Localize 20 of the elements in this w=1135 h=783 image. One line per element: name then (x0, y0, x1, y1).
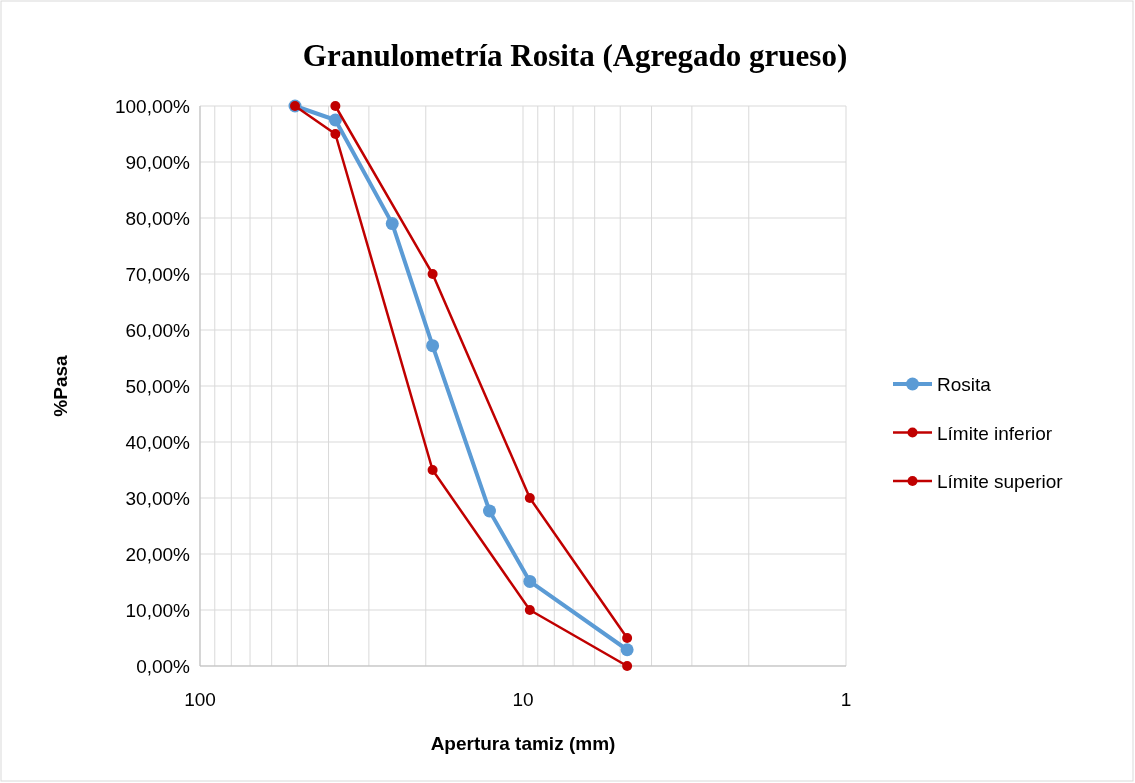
x-tick-label: 100 (184, 689, 216, 710)
y-tick-label: 70,00% (125, 264, 191, 285)
y-tick-label: 0,00% (136, 656, 191, 677)
chart-title: Granulometría Rosita (Agregado grueso) (302, 38, 848, 73)
x-tick-label: 10 (512, 689, 534, 710)
y-tick-label: 30,00% (125, 488, 191, 509)
y-tick-label: 40,00% (125, 432, 191, 453)
legend-label: Rosita (937, 374, 992, 395)
y-tick-label: 100,00% (114, 96, 191, 117)
y-tick-label: 20,00% (125, 544, 191, 565)
y-tick-label: 80,00% (125, 208, 191, 229)
y-tick-label: 90,00% (125, 152, 191, 173)
y-tick-label: 60,00% (125, 320, 191, 341)
legend-label: Límite inferior (937, 422, 1053, 444)
x-axis-title: Apertura tamiz (mm) (430, 733, 616, 754)
y-tick-label: 50,00% (125, 376, 191, 397)
x-tick-label: 1 (840, 689, 852, 710)
y-axis-title: %Pasa (50, 354, 71, 417)
y-tick-label: 10,00% (125, 600, 191, 621)
legend-label: Límite superior (937, 471, 1064, 492)
